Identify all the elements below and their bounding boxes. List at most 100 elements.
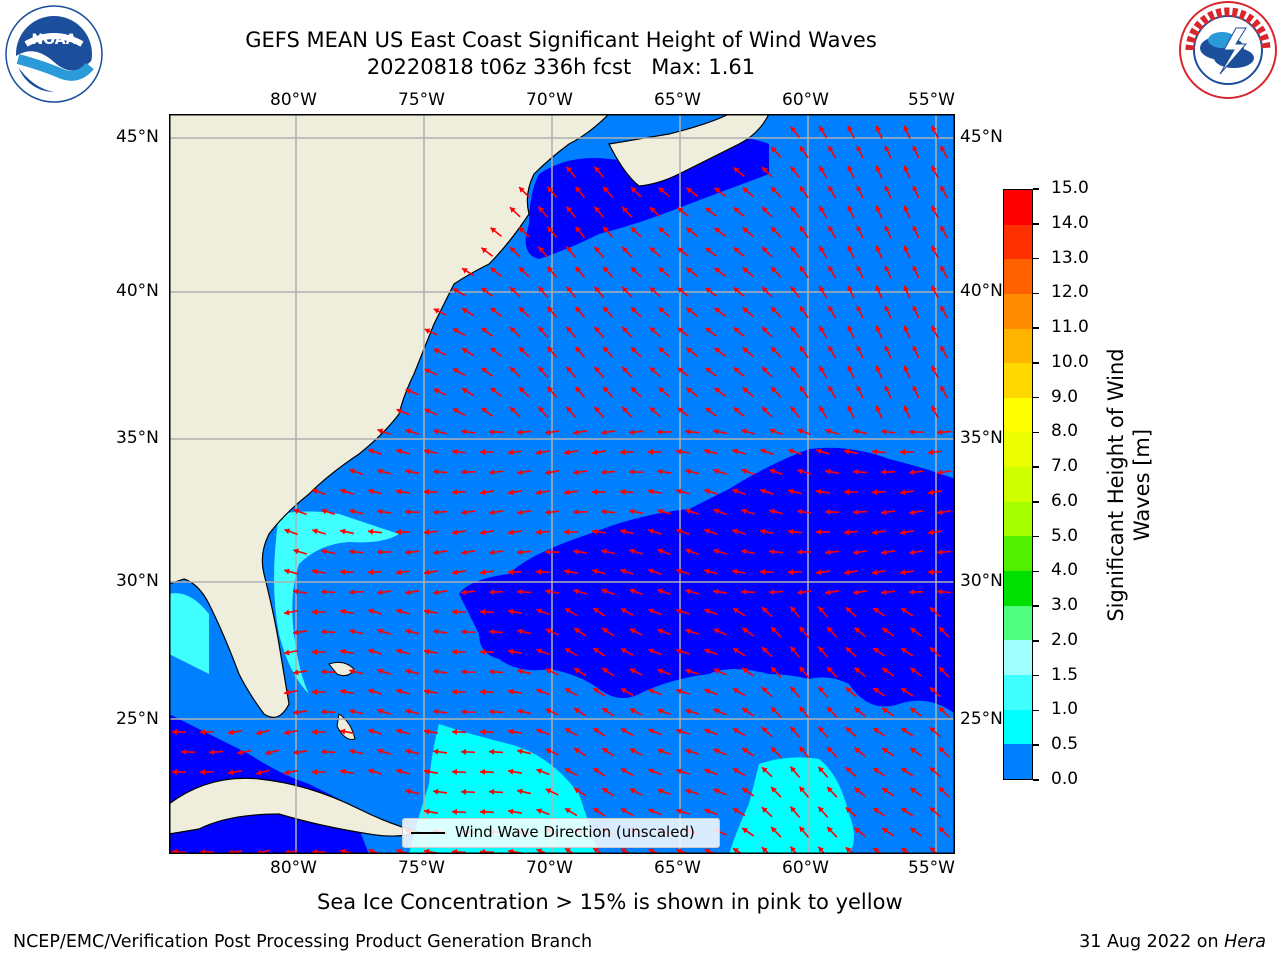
wind-wave-arrow: [460, 628, 476, 635]
wind-wave-arrow: [677, 287, 689, 297]
wind-wave-arrow: [704, 327, 718, 337]
colorbar-tick-mark: [1033, 605, 1039, 607]
wind-wave-arrow: [843, 448, 859, 455]
wind-wave-arrow: [507, 728, 523, 735]
wind-wave-arrow: [593, 286, 605, 298]
wind-wave-arrow: [516, 668, 532, 675]
wind-wave-arrow: [545, 668, 559, 676]
wind-wave-arrow: [367, 528, 383, 535]
wind-wave-arrow: [312, 488, 326, 496]
wind-wave-arrow: [884, 305, 892, 319]
wind-wave-arrow: [451, 448, 467, 455]
wind-wave-arrow: [713, 668, 727, 676]
wind-wave-arrow: [704, 808, 718, 816]
wind-wave-arrow: [658, 266, 670, 278]
wind-wave-arrow: [818, 365, 828, 379]
wind-wave-arrow: [396, 648, 410, 655]
wind-wave-arrow: [564, 687, 578, 697]
wind-wave-arrow: [432, 509, 448, 516]
wind-wave-arrow: [565, 286, 577, 298]
colorbar-tick-mark: [1033, 292, 1039, 295]
wind-wave-arrow: [899, 489, 915, 496]
footer-date-text: 31 Aug 2022 on: [1079, 932, 1225, 952]
wind-wave-arrow: [817, 806, 829, 818]
wind-wave-arrow: [789, 766, 801, 778]
wind-wave-arrow: [704, 207, 718, 217]
wind-wave-arrow: [479, 688, 495, 695]
wind-wave-arrow: [536, 688, 550, 696]
wind-wave-arrow: [761, 286, 773, 298]
wind-wave-arrow: [619, 488, 635, 495]
wind-wave-arrow: [685, 588, 699, 595]
colorbar-tick-mark: [1033, 188, 1039, 190]
wind-wave-arrow: [593, 406, 605, 418]
wind-wave-arrow: [742, 226, 754, 238]
wind-wave-arrow: [593, 366, 605, 378]
wind-wave-arrow: [936, 469, 952, 476]
wind-wave-arrow: [676, 688, 690, 695]
wind-wave-arrow: [601, 707, 615, 717]
wind-wave-arrow: [931, 365, 939, 379]
wind-wave-arrow: [349, 468, 363, 476]
wind-wave-arrow: [900, 767, 914, 777]
wind-wave-arrow: [620, 528, 634, 535]
wind-wave-arrow: [572, 509, 588, 516]
wind-wave-arrow: [563, 489, 579, 496]
wind-wave-arrow: [620, 568, 634, 576]
wind-wave-arrow: [236, 749, 252, 756]
wind-wave-arrow: [770, 786, 782, 798]
wind-wave-arrow: [761, 206, 773, 218]
wind-wave-arrow: [704, 448, 718, 455]
wind-wave-arrow: [563, 449, 579, 456]
wind-wave-arrow: [311, 609, 327, 616]
wind-wave-arrow: [824, 589, 840, 596]
wind-wave-arrow: [516, 509, 532, 516]
wind-wave-arrow: [507, 489, 523, 496]
wind-wave-arrow: [789, 806, 801, 818]
wind-wave-arrow: [292, 669, 308, 676]
wind-wave-arrow: [349, 508, 363, 515]
wind-wave-arrow: [908, 469, 924, 476]
wind-wave-arrow: [685, 508, 699, 516]
wind-wave-arrow: [685, 628, 699, 635]
wind-wave-arrow: [648, 688, 662, 696]
wind-wave-arrow: [648, 648, 662, 656]
wind-wave-arrow: [405, 748, 419, 755]
wind-wave-arrow: [770, 186, 782, 198]
wind-wave-arrow: [875, 405, 883, 419]
wind-wave-arrow: [208, 749, 224, 756]
wind-wave-arrow: [676, 528, 690, 536]
wind-wave-arrow: [647, 448, 663, 455]
wind-wave-arrow: [790, 206, 800, 218]
wind-wave-arrow: [799, 385, 809, 399]
wind-wave-arrow: [480, 287, 494, 297]
wind-wave-arrow: [480, 247, 494, 257]
wave-height-0-0.5-north: [525, 136, 769, 259]
wind-wave-arrow: [927, 569, 943, 576]
map-grid: [169, 114, 955, 854]
wind-wave-arrow: [657, 708, 671, 716]
wind-wave-arrow: [827, 305, 837, 319]
wind-wave-arrow: [843, 488, 859, 495]
wind-wave-arrow: [574, 266, 586, 278]
wind-wave-arrow: [732, 847, 744, 854]
wind-wave-arrow: [545, 628, 559, 636]
wind-wave-arrow: [788, 488, 802, 495]
wind-wave-arrow: [847, 205, 855, 219]
wind-wave-arrow: [826, 786, 838, 798]
wind-wave-arrow: [760, 488, 774, 495]
wind-wave-arrow: [741, 627, 755, 637]
wind-wave-arrow: [544, 509, 560, 516]
wind-wave-arrow: [629, 748, 643, 756]
nws-logo: [1176, 0, 1280, 100]
wind-wave-arrow: [796, 549, 812, 556]
wind-wave-arrow: [490, 386, 502, 398]
wind-wave-arrow: [818, 285, 828, 299]
wind-wave-arrow: [518, 266, 530, 278]
lon-label-top-80w: 80°W: [270, 90, 317, 110]
wind-wave-arrow: [912, 345, 920, 359]
wind-wave-arrow: [479, 728, 495, 735]
wind-wave-arrow: [789, 846, 798, 854]
wind-wave-arrow: [311, 729, 327, 736]
wind-wave-arrow: [460, 509, 476, 516]
